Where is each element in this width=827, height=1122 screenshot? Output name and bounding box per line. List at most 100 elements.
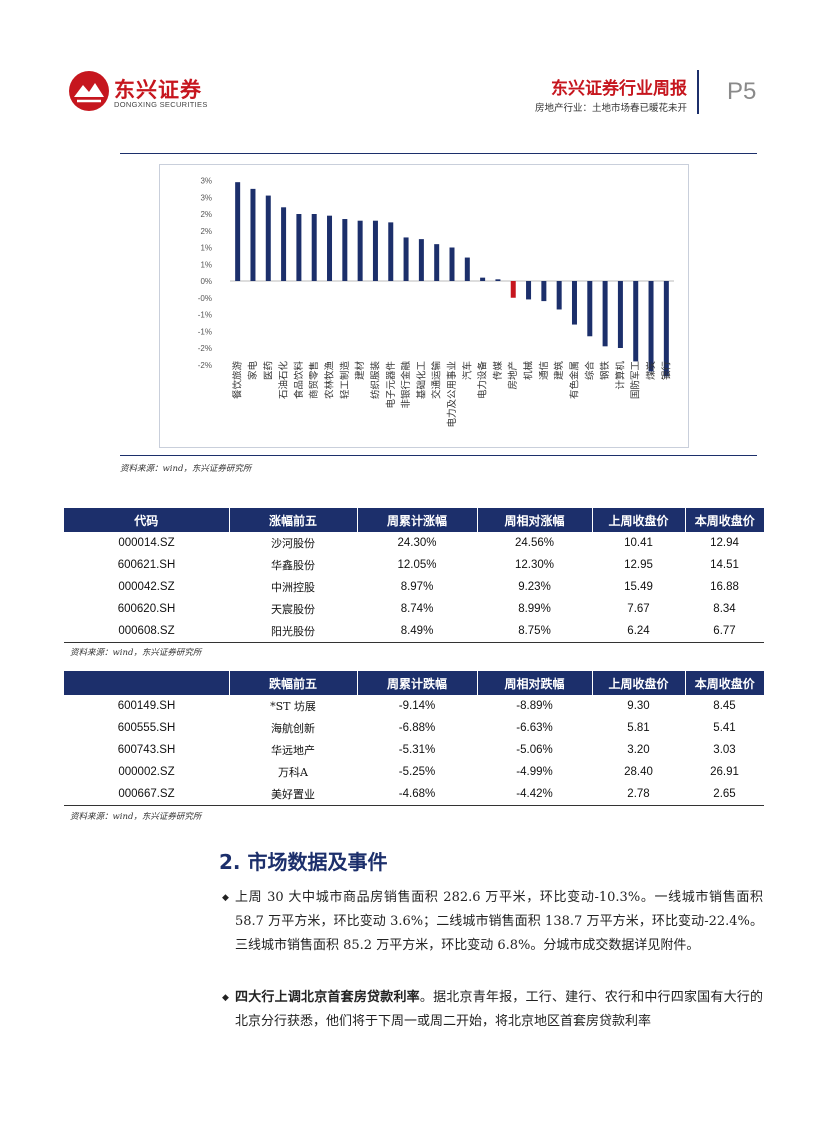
table-row: 600149.SH *ST 坊展 -9.14% -8.89% 9.30 8.45 bbox=[64, 695, 764, 717]
chart-top-rule bbox=[120, 153, 757, 154]
col-header bbox=[64, 671, 230, 695]
report-title: 东兴证券行业周报 bbox=[551, 79, 687, 99]
x-category-label: 交通运输 bbox=[431, 361, 443, 400]
x-category-label: 计算机 bbox=[614, 361, 626, 390]
prev-close: 10.41 bbox=[624, 537, 653, 549]
x-category-label: 汽车 bbox=[461, 361, 473, 380]
bar bbox=[633, 281, 639, 362]
bar bbox=[434, 244, 440, 281]
diamond-bullet-icon: ◆ bbox=[222, 893, 229, 903]
col-header: 上周收盘价 bbox=[592, 508, 686, 532]
cum-change: -9.14% bbox=[398, 700, 436, 712]
this-close: 2.65 bbox=[685, 783, 764, 806]
cum-change: -5.31% bbox=[398, 744, 436, 756]
stock-name: 美好置业 bbox=[229, 783, 357, 806]
chart-source-note: 资料来源：wind，东兴证券研究所 bbox=[120, 464, 252, 474]
report-subtitle: 房地产行业：土地市场春已暖花未开 bbox=[534, 103, 687, 114]
cum-change: 12.05% bbox=[397, 559, 437, 571]
stock-code: 000014.SZ bbox=[118, 537, 175, 549]
x-category-label: 煤炭 bbox=[645, 361, 657, 381]
col-header: 周累计跌幅 bbox=[357, 671, 478, 695]
x-category-label: 医药 bbox=[263, 361, 274, 380]
bar bbox=[464, 257, 470, 281]
col-header: 本周收盘价 bbox=[685, 508, 764, 532]
bar bbox=[541, 281, 547, 302]
industry-return-chart: 3% 3% 2% 2% 1% 1% 0% -0% -1% -1% -2% -2% 餐饮旅游 家电 医药 石油石… bbox=[159, 164, 689, 448]
bar bbox=[403, 237, 409, 281]
bar bbox=[265, 195, 271, 281]
y-tick-label: -1% bbox=[198, 311, 212, 320]
this-close: 12.94 bbox=[710, 537, 739, 549]
bar bbox=[617, 281, 623, 348]
bar bbox=[526, 281, 532, 300]
this-close: 3.03 bbox=[713, 744, 736, 756]
table-row: 000667.SZ 美好置业 -4.68% -4.42% 2.78 2.65 bbox=[64, 783, 764, 806]
bar bbox=[480, 277, 486, 281]
stock-name: 海航创新 bbox=[271, 722, 315, 735]
top-losers-table: 跌幅前五 周累计跌幅 周相对跌幅 上周收盘价 本周收盘价 600149.SH *… bbox=[64, 671, 764, 806]
rel-change: -4.42% bbox=[477, 783, 592, 806]
this-close: 6.77 bbox=[685, 620, 764, 643]
stock-name: 华远地产 bbox=[271, 744, 315, 757]
stock-name: 天宸股份 bbox=[271, 603, 315, 616]
prev-close: 28.40 bbox=[624, 766, 653, 778]
y-tick-label: -1% bbox=[198, 327, 212, 336]
y-tick-label: 1% bbox=[200, 244, 212, 253]
this-close: 16.88 bbox=[710, 581, 739, 593]
losers-source-note: 资料来源：wind，东兴证券研究所 bbox=[70, 812, 202, 822]
bar bbox=[342, 219, 348, 281]
company-logo: 东兴证券 DONGXING SECURITIES bbox=[68, 70, 208, 116]
bar bbox=[372, 220, 378, 281]
stock-code: 000608.SZ bbox=[64, 620, 229, 643]
col-header: 跌幅前五 bbox=[229, 671, 358, 695]
diamond-bullet-icon: ◆ bbox=[222, 993, 229, 1003]
stock-code: 600620.SH bbox=[117, 603, 176, 615]
bar bbox=[602, 281, 608, 347]
x-category-label: 建筑 bbox=[553, 361, 565, 381]
x-category-label: 通信 bbox=[538, 361, 550, 380]
bar bbox=[571, 281, 577, 325]
rel-change: 24.56% bbox=[514, 537, 554, 549]
x-category-label: 房地产 bbox=[507, 361, 519, 390]
bar bbox=[250, 188, 256, 281]
bar bbox=[296, 214, 302, 281]
prev-close: 9.30 bbox=[627, 700, 650, 712]
cum-change: 8.49% bbox=[357, 620, 477, 643]
rel-change: -6.63% bbox=[516, 722, 553, 734]
stock-code: 600621.SH bbox=[117, 559, 176, 571]
stock-code: 000002.SZ bbox=[118, 766, 175, 778]
col-header: 上周收盘价 bbox=[592, 671, 686, 695]
prev-close: 15.49 bbox=[624, 581, 653, 593]
paragraph-text: 四大行上调北京首套房贷款利率。据北京青年报，工行、建行、农行和中行四家国有大行的… bbox=[223, 986, 763, 1034]
paragraph-text: 上周 30 大中城市商品房销售面积 282.6 万平米，环比变动-10.3%。一… bbox=[235, 890, 763, 953]
x-category-label: 银行 bbox=[660, 361, 672, 381]
x-category-label: 国防军工 bbox=[630, 361, 642, 400]
rel-change: 8.75% bbox=[477, 620, 592, 643]
y-tick-label: -0% bbox=[198, 294, 212, 303]
rel-change: 8.99% bbox=[518, 603, 551, 615]
stock-code: 600555.SH bbox=[117, 722, 176, 734]
x-category-label: 电力设备 bbox=[477, 361, 489, 400]
x-category-label: 传媒 bbox=[492, 361, 504, 381]
page-number: P5 bbox=[727, 78, 757, 105]
cum-change: 24.30% bbox=[397, 537, 437, 549]
col-header: 周相对跌幅 bbox=[477, 671, 593, 695]
cum-change: 8.97% bbox=[400, 581, 434, 593]
prev-close: 7.67 bbox=[627, 603, 650, 615]
section-title: 2. 市场数据及事件 bbox=[219, 850, 388, 874]
bar bbox=[311, 214, 317, 281]
bar bbox=[556, 281, 562, 310]
x-category-label: 家电 bbox=[247, 361, 259, 381]
paragraph-sales: ◆ 上周 30 大中城市商品房销售面积 282.6 万平米，环比变动-10.3%… bbox=[222, 886, 763, 958]
y-tick-label: 3% bbox=[200, 193, 212, 202]
x-category-label: 基础化工 bbox=[415, 361, 427, 400]
col-header: 本周收盘价 bbox=[685, 671, 764, 695]
x-category-label: 钢铁 bbox=[599, 361, 611, 381]
this-close: 14.51 bbox=[710, 559, 739, 571]
paragraph-lead: 四大行上调北京首套房贷款利率 bbox=[235, 990, 420, 1005]
col-header: 代码 bbox=[64, 508, 230, 532]
table-header-row: 代码 涨幅前五 周累计涨幅 周相对涨幅 上周收盘价 本周收盘价 bbox=[64, 508, 764, 532]
table-row: 600620.SH 天宸股份 8.74% 8.99% 7.67 8.34 bbox=[64, 598, 764, 620]
bar bbox=[587, 281, 593, 337]
stock-code: 000667.SZ bbox=[64, 783, 229, 806]
